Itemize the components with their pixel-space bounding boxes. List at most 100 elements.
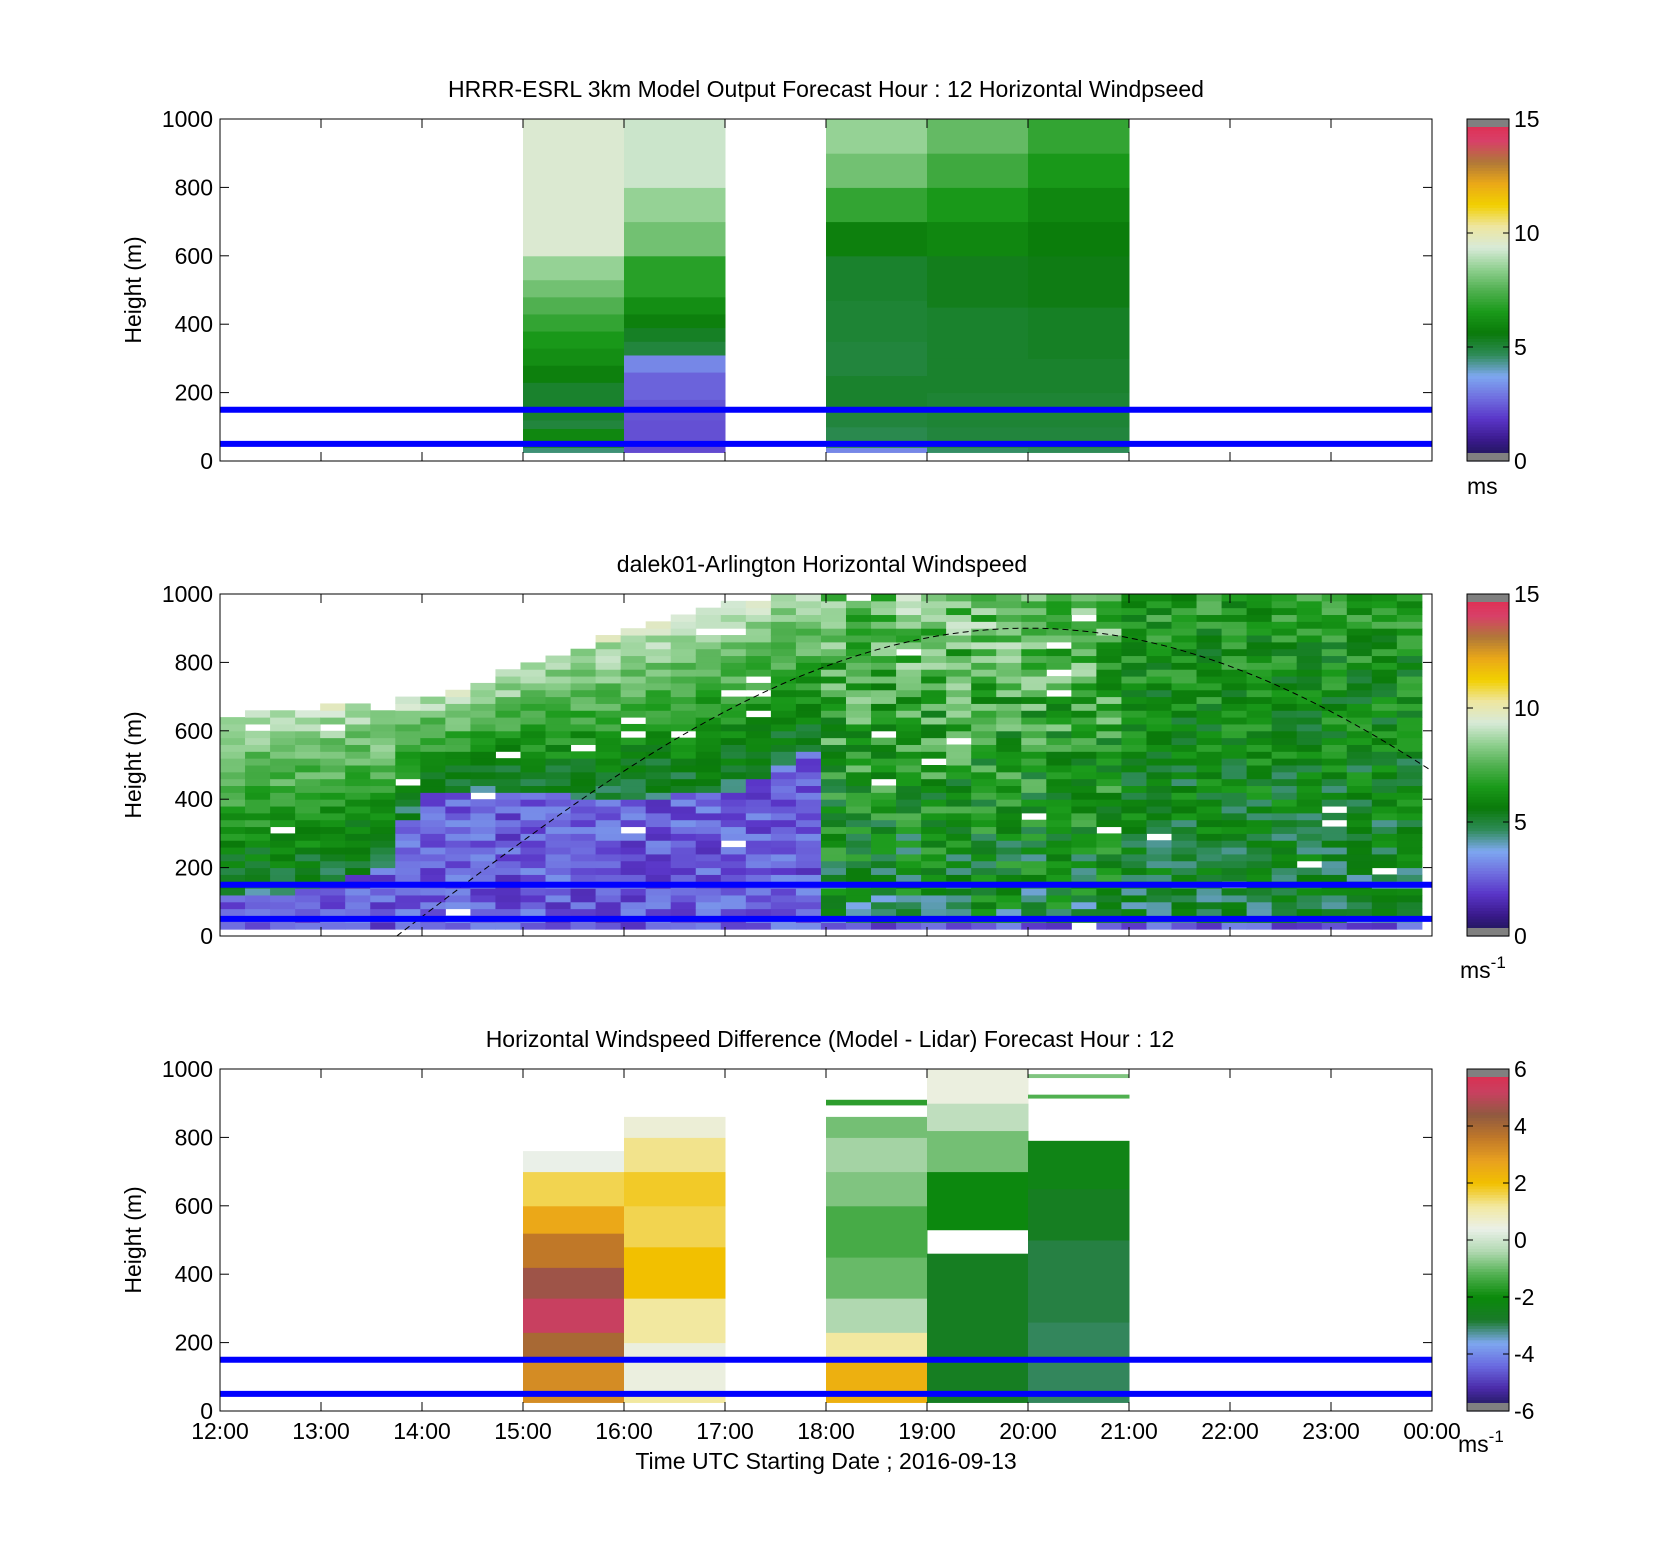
heatmap-cell	[270, 758, 296, 766]
heatmap-cell	[624, 327, 726, 342]
heatmap-cell	[946, 723, 972, 732]
heatmap-cell	[770, 751, 797, 759]
heatmap-cell	[1346, 717, 1373, 725]
heatmap-cell	[820, 635, 847, 643]
heatmap-cell	[1028, 358, 1130, 394]
heatmap-cell	[971, 607, 997, 616]
heatmap-cell	[1021, 710, 1047, 718]
colorbar-swatch	[1467, 648, 1509, 652]
heatmap-cell	[1296, 635, 1323, 643]
heatmap-cell	[1221, 621, 1248, 629]
heatmap-cell	[971, 641, 997, 650]
heatmap-cell	[320, 730, 346, 739]
colorbar-swatch	[1467, 261, 1509, 265]
heatmap-cell	[1021, 765, 1047, 773]
heatmap-cell	[523, 1171, 625, 1207]
heatmap-cell	[570, 669, 597, 677]
colorbar-tick-label: 6	[1514, 1056, 1527, 1082]
colorbar-swatch	[1467, 898, 1509, 903]
heatmap-cell	[220, 812, 246, 821]
colorbar-swatch	[1467, 138, 1509, 143]
heatmap-cell	[896, 696, 922, 704]
colorbar-swatch	[1467, 1365, 1509, 1369]
heatmap-cell	[1046, 847, 1072, 855]
panel-model-colorbar-unit: ms	[1467, 473, 1498, 499]
heatmap-cell	[245, 730, 271, 739]
colorbar-swatch	[1467, 295, 1509, 300]
colorbar-swatch	[1467, 406, 1509, 411]
heatmap-cell	[523, 331, 625, 349]
heatmap-cell	[570, 758, 597, 766]
heatmap-cell	[270, 744, 296, 752]
heatmap-cell	[1321, 785, 1348, 793]
heatmap-cell	[845, 758, 872, 766]
colorbar-swatch	[1467, 252, 1509, 257]
heatmap-cell	[1271, 737, 1298, 745]
heatmap-cell	[470, 765, 496, 773]
heatmap-cell	[921, 799, 947, 807]
heatmap-cell	[1121, 703, 1147, 711]
heatmap-cell	[695, 799, 722, 807]
heatmap-cell	[570, 723, 597, 732]
heatmap-cell	[1096, 717, 1122, 725]
heatmap-cell	[1371, 922, 1398, 930]
panel-lidar-title: dalek01-Arlington Horizontal Windspeed	[617, 551, 1027, 577]
heatmap-cell	[270, 771, 296, 780]
heatmap-cell	[770, 655, 797, 663]
heatmap-cell	[1046, 614, 1072, 622]
heatmap-cell	[946, 703, 972, 711]
heatmap-cell	[1021, 806, 1047, 814]
heatmap-cell	[1321, 655, 1348, 663]
heatmap-cell	[695, 689, 722, 698]
colorbar-swatch	[1467, 255, 1509, 260]
heatmap-cell	[445, 833, 471, 841]
heatmap-cell	[1171, 922, 1198, 930]
panel-lidar-reference-lines	[220, 881, 1432, 922]
heatmap-cell	[320, 833, 346, 841]
panel-model: HRRR-ESRL 3km Model Output Forecast Hour…	[120, 76, 1540, 499]
heatmap-cell	[420, 696, 446, 704]
heatmap-cell	[523, 1233, 625, 1268]
heatmap-cell	[1346, 641, 1373, 650]
heatmap-cell	[624, 1137, 726, 1173]
heatmap-cell	[826, 221, 928, 257]
heatmap-cell	[820, 648, 847, 657]
heatmap-cell	[1296, 723, 1323, 732]
heatmap-cell	[570, 819, 597, 828]
heatmap-cell	[520, 799, 547, 807]
heatmap-cell	[770, 628, 797, 636]
heatmap-cell	[1021, 730, 1047, 739]
heatmap-cell	[845, 888, 872, 896]
heatmap-cell	[370, 737, 396, 745]
heatmap-cell	[1096, 594, 1122, 602]
heatmap-cell	[1171, 648, 1198, 657]
heatmap-cell	[1271, 792, 1298, 800]
heatmap-cell	[1071, 785, 1097, 793]
heatmap-cell	[921, 867, 947, 875]
heatmap-cell	[545, 751, 572, 759]
heatmap-cell	[971, 922, 997, 930]
heatmap-cell	[624, 372, 726, 400]
heatmap-cell	[595, 833, 622, 841]
colorbar-swatch	[1467, 1314, 1509, 1318]
heatmap-cell	[1171, 819, 1198, 828]
heatmap-cell	[395, 703, 421, 711]
colorbar-swatch	[1467, 816, 1509, 820]
heatmap-cell	[720, 833, 747, 841]
colorbar-swatch	[1467, 312, 1509, 317]
heatmap-cell	[245, 717, 271, 725]
heatmap-cell	[845, 778, 872, 787]
heatmap-cell	[1071, 833, 1097, 841]
heatmap-cell	[745, 635, 772, 643]
heatmap-cell	[820, 778, 847, 787]
heatmap-cell	[720, 717, 747, 725]
heatmap-cell	[670, 847, 697, 855]
colorbar-tick-label: -6	[1514, 1398, 1534, 1424]
heatmap-cell	[826, 1257, 928, 1299]
heatmap-cell	[1021, 840, 1047, 848]
heatmap-cell	[220, 778, 246, 787]
heatmap-cell	[1121, 696, 1147, 704]
heatmap-cell	[946, 826, 972, 834]
colorbar-swatch	[1467, 739, 1509, 743]
